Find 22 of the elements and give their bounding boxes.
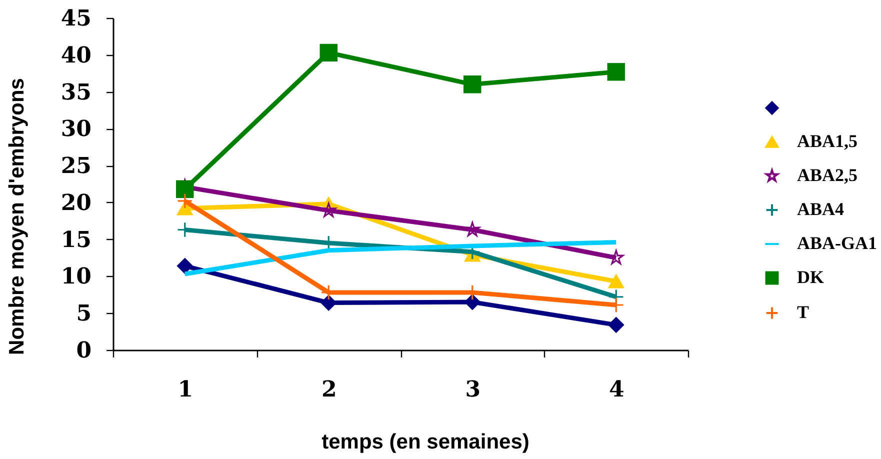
legend-label: ABA1,5 [797, 131, 858, 151]
x-tick-label: 4 [608, 376, 624, 402]
y-tick-label: 20 [60, 190, 92, 216]
legend-label: ABA4 [797, 199, 844, 219]
legend-label: DK [797, 267, 824, 287]
legend-label: ABA2,5 [797, 165, 858, 185]
y-tick-label: 5 [76, 300, 92, 327]
y-tick-label: 0 [76, 338, 92, 364]
x-tick-label: 3 [465, 376, 481, 402]
x-tick-label: 1 [178, 376, 194, 402]
x-tick-label: 2 [321, 376, 337, 402]
y-tick-label: 45 [60, 6, 92, 32]
y-tick-label: 15 [60, 226, 92, 253]
legend-label: T [797, 302, 810, 322]
x-axis-title: temps (en semaines) [322, 430, 530, 454]
y-tick-label: 10 [60, 264, 92, 290]
legend-label: ABA-GA1 [797, 233, 877, 253]
y-tick-label: 35 [60, 79, 92, 106]
y-axis-title: Nombre moyen d'embryons [6, 78, 28, 355]
y-tick-label: 40 [60, 42, 92, 68]
y-tick-label: 25 [60, 153, 92, 180]
y-tick-label: 30 [60, 116, 92, 142]
